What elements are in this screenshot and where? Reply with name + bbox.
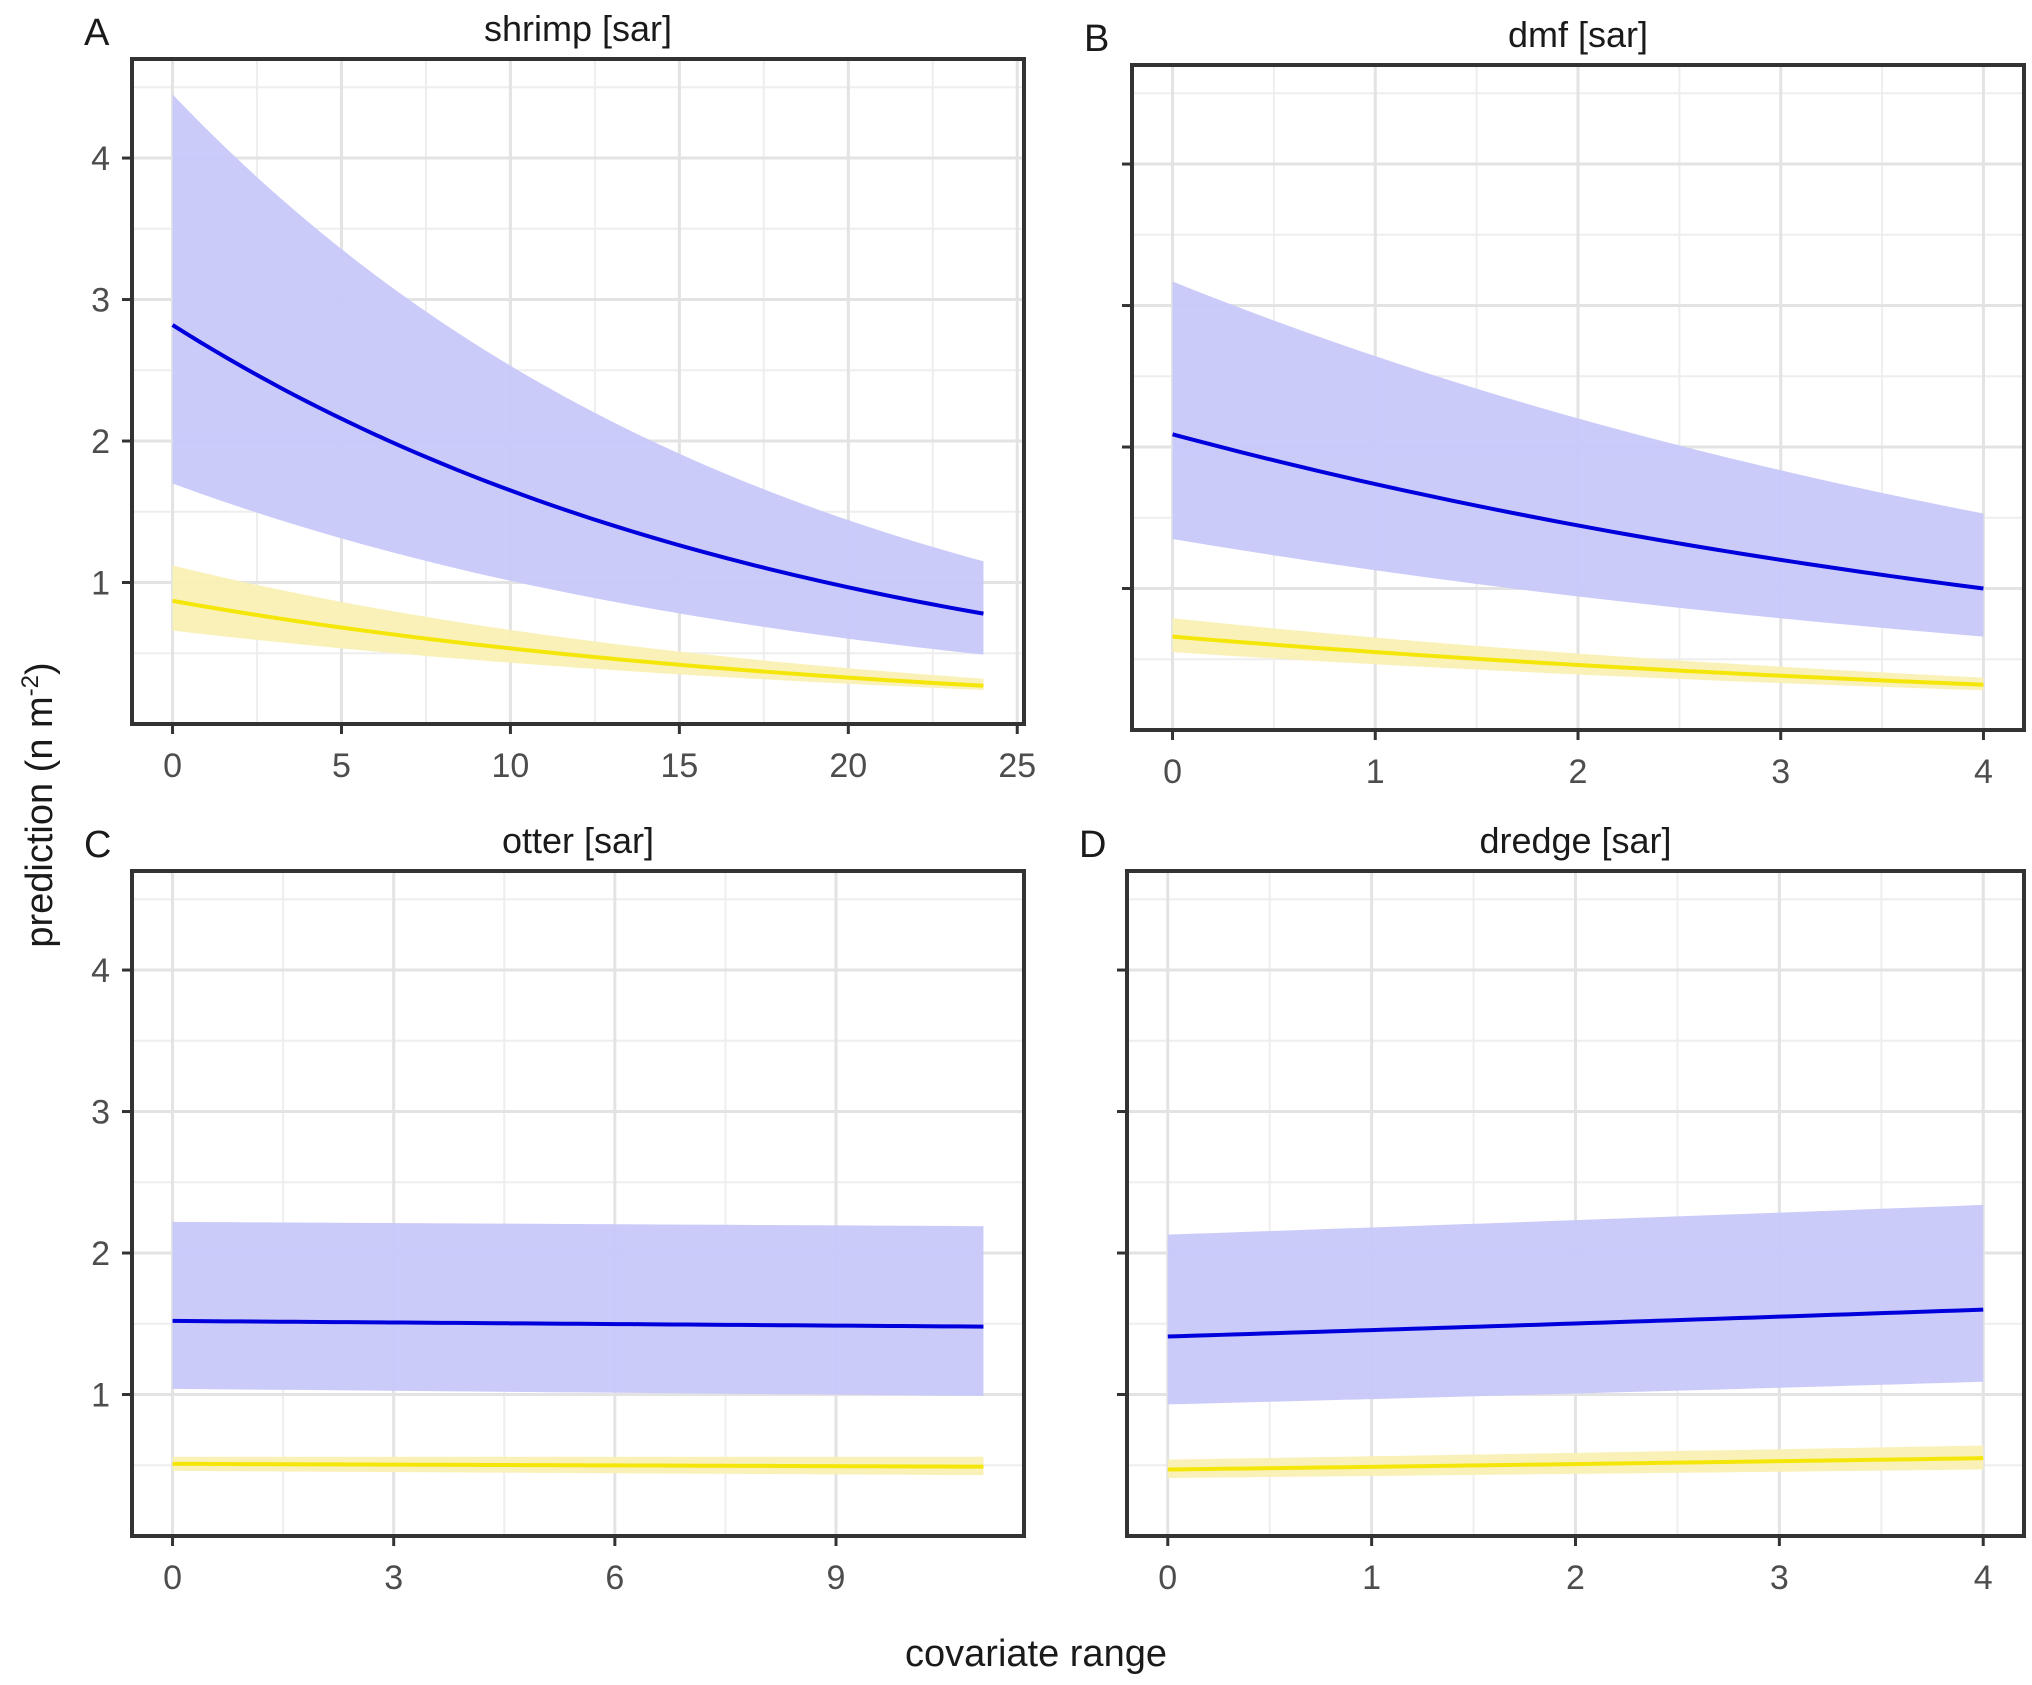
x-tick-label: 1 [1366,753,1385,791]
y-tick-label: 2 [91,1235,110,1273]
panel-title: dmf [sar] [1508,14,1648,55]
panel-tag: A [84,12,110,54]
y-tick-label: 1 [91,1377,110,1415]
x-tick-label: 5 [332,747,351,785]
x-tick-label: 4 [1974,753,1993,791]
panel-border [130,869,1026,1538]
x-tick-label: 0 [163,1559,182,1597]
x-tick-label: 0 [1163,753,1182,791]
panel-d: 0 1 2 3 4 dredge [sar] D [1079,820,2026,1597]
x-tick-label: 0 [1158,1559,1177,1597]
y-tick-label: 4 [91,140,110,178]
x-tick-label: 20 [829,747,867,785]
panel-tag: B [1084,18,1109,60]
panel-border [130,57,1026,726]
x-tick-label: 3 [1770,1559,1789,1597]
yellow-confidence-band [1167,1445,1984,1478]
blue-confidence-band [172,94,984,655]
panel-title: otter [sar] [502,820,654,861]
x-tick-label: 10 [492,747,530,785]
panel-title: dredge [sar] [1479,820,1671,861]
yellow-series-line [1172,634,1984,687]
blue-series-line [172,1318,984,1329]
x-tick-label: 3 [384,1559,403,1597]
blue-confidence-band [172,1221,984,1396]
yellow-series-line [1167,1456,1984,1472]
yellow-series-line [172,1461,984,1469]
y-tick-label: 4 [91,952,110,990]
panel-title: shrimp [sar] [484,8,672,49]
y-tick-label: 3 [91,282,110,320]
x-tick-label: 9 [827,1559,846,1597]
blue-confidence-band [1167,1204,1984,1405]
y-axis-title: prediction (n m-2) [17,662,61,947]
y-tick-label: 3 [91,1094,110,1132]
x-tick-label: 0 [163,747,182,785]
x-tick-label: 25 [998,747,1036,785]
panel-tag: C [84,824,111,866]
y-tick-label: 2 [91,423,110,461]
plot-background [132,871,1024,1536]
x-tick-label: 2 [1569,753,1588,791]
yellow-series-line [172,598,984,688]
x-tick-label: 15 [660,747,698,785]
y-tick-label: 1 [91,565,110,603]
x-tick-label: 2 [1566,1559,1585,1597]
blue-series-line [1172,432,1984,591]
x-tick-label: 6 [605,1559,624,1597]
blue-confidence-band [1172,281,1984,637]
blue-series-line [171,323,984,616]
yellow-confidence-band [1172,618,1984,691]
x-tick-label: 1 [1362,1559,1381,1597]
panel-a: 0 5 10 15 20 25 1 2 3 4 shrimp [sar] A [84,8,1036,785]
x-axis-title: covariate range [905,1633,1167,1675]
x-tick-label: 3 [1771,753,1790,791]
panel-b: 0 1 2 3 4 dmf [sar] B [1084,14,2026,791]
blue-series-line [1167,1307,1984,1339]
x-tick-label: 4 [1974,1559,1993,1597]
panel-tag: D [1079,824,1106,866]
